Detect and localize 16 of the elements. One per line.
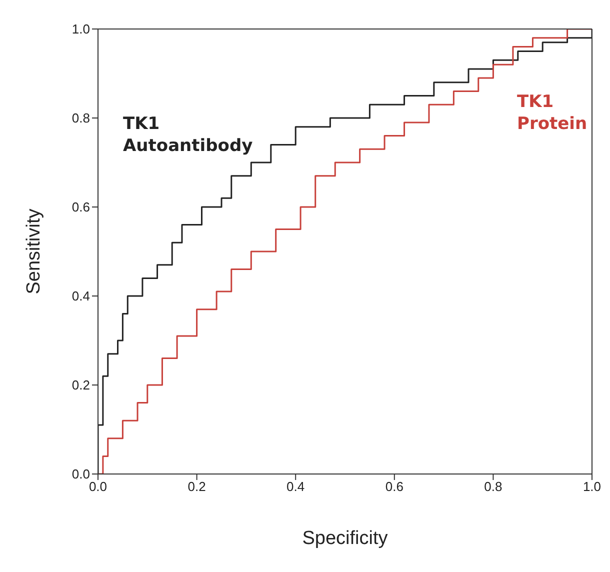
x-axis-title: Specificity xyxy=(302,528,388,549)
y-tick-label: 0.0 xyxy=(72,466,90,482)
series-label: TK1 Protein xyxy=(517,92,588,134)
x-tick-label: 0.8 xyxy=(484,479,502,494)
x-tick-label: 0.6 xyxy=(385,479,404,494)
y-tick-label: 1.0 xyxy=(72,22,90,37)
x-tick-label: 0.4 xyxy=(286,479,305,494)
y-tick-label: 0.6 xyxy=(72,200,90,215)
y-tick-label: 0.2 xyxy=(72,378,90,393)
y-tick-label: 0.8 xyxy=(72,110,90,126)
y-axis-title: Sensitivity xyxy=(24,208,45,294)
x-tick-label: 0.2 xyxy=(188,479,206,494)
y-tick-label: 0.4 xyxy=(72,288,90,304)
x-tick-label: 0.0 xyxy=(88,479,108,494)
series-label: TK1 Autoantibody xyxy=(123,114,253,156)
x-tick-label: 1.0 xyxy=(582,479,602,494)
